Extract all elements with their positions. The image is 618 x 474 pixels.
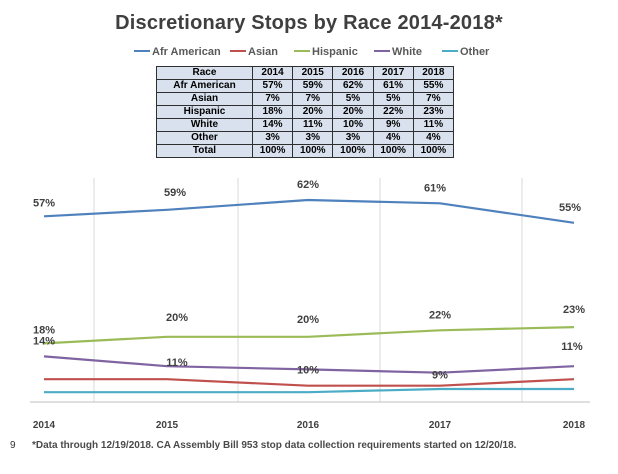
table-row: Asian 7% 7% 5% 5% 7% [156,92,455,106]
data-label: 20% [297,314,319,326]
table-total-row: Total 100% 100% 100% 100% 100% [156,144,455,158]
table-header-cell: Race [156,66,253,80]
footnote: *Data through 12/19/2018. CA Assembly Bi… [32,440,517,451]
data-label: 22% [429,309,451,321]
table-cell: 100% [412,144,455,158]
legend-label-hispanic: Hispanic [312,46,358,59]
table-row: White 14% 11% 10% 9% 11% [156,118,455,132]
legend-swatch-asian [230,50,246,53]
data-label: 57% [33,197,55,209]
table-cell: Total [156,144,253,158]
x-tick-label: 2015 [156,420,179,431]
legend-item-asian: Asian [230,46,278,62]
data-label: 14% [33,335,55,347]
series-line-asian [44,378,575,387]
legend-swatch-afr-american [134,50,150,53]
legend-item-afr-american: Afr American [134,46,221,62]
page-number: 9 [10,440,16,451]
data-label: 11% [166,357,188,369]
table-header-row: Race 2014 2015 2016 2017 2018 [156,66,455,80]
legend-label-afr-american: Afr American [152,46,221,59]
data-label: 9% [432,370,448,382]
table-cell: 100% [292,144,334,158]
series-line-white [43,355,575,374]
table-header-cell: 2017 [372,66,414,80]
legend-swatch-other [442,50,458,53]
table-row: Hispanic 18% 20% 20% 22% 23% [156,105,455,119]
table-header-cell: 2018 [412,66,455,80]
legend-label-asian: Asian [248,46,278,59]
chart-legend: Afr American Asian Hispanic White Other [134,46,554,62]
legend-item-other: Other [442,46,489,62]
data-label: 61% [424,182,446,194]
legend-label-white: White [392,46,422,59]
x-tick-label: 2016 [297,420,320,431]
data-label: 23% [563,304,585,316]
data-label: 10% [297,364,319,376]
chart-title: Discretionary Stops by Race 2014-2018* [115,12,503,34]
legend-item-white: White [374,46,422,62]
table-row: Afr American 57% 59% 62% 61% 55% [156,79,455,93]
data-label: 62% [297,179,319,191]
series-line-hispanic [43,326,575,345]
data-table: Race 2014 2015 2016 2017 2018 Afr Americ… [156,66,455,158]
x-tick-label: 2017 [429,420,452,431]
legend-swatch-white [374,50,390,53]
data-label: 11% [561,341,583,353]
table-header-cell: 2015 [292,66,334,80]
data-label: 18% [33,324,55,336]
series-line-afr-american [43,198,575,224]
data-label: 55% [559,202,581,214]
legend-label-other: Other [460,46,490,59]
series-line-other [44,387,574,394]
data-label: 59% [164,187,186,199]
x-tick-label: 2014 [33,420,56,431]
legend-item-hispanic: Hispanic [294,46,358,62]
x-tick-label: 2018 [563,420,586,431]
legend-swatch-hispanic [294,50,310,53]
data-label: 20% [166,312,188,324]
